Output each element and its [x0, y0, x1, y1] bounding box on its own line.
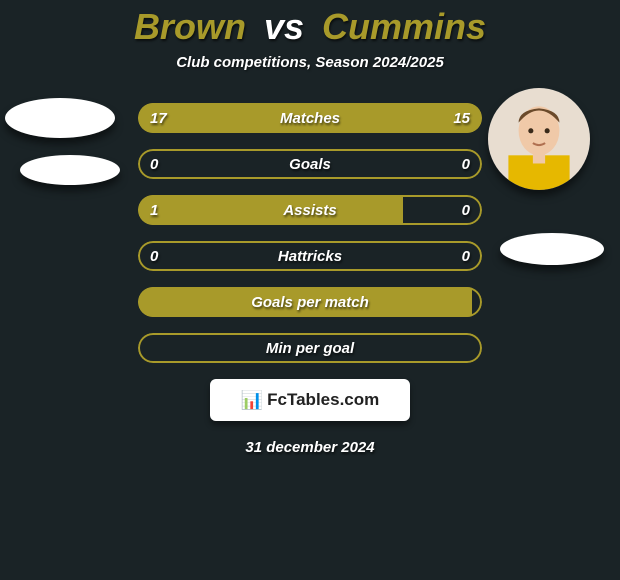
- vs-text: vs: [264, 6, 304, 47]
- player2-club-badge: [500, 233, 604, 265]
- stat-bar-assists: 10Assists: [138, 195, 482, 225]
- stat-bar-min-per-goal: Min per goal: [138, 333, 482, 363]
- player1-avatar: [5, 98, 115, 138]
- stat-bar-matches: 1715Matches: [138, 103, 482, 133]
- subtitle: Club competitions, Season 2024/2025: [0, 54, 620, 71]
- bar-label: Min per goal: [138, 333, 482, 363]
- comparison-title: Brown vs Cummins: [0, 0, 620, 48]
- stat-bars: 1715Matches 00Goals 10Assists 00Hattricks Go…: [138, 103, 482, 363]
- bar-label: Matches: [138, 103, 482, 133]
- stat-bar-goals-per-match: Goals per match: [138, 287, 482, 317]
- stat-bar-goals: 00Goals: [138, 149, 482, 179]
- stat-bar-hattricks: 00Hattricks: [138, 241, 482, 271]
- bar-label: Goals: [138, 149, 482, 179]
- player1-club-badge: [20, 155, 120, 185]
- chart-area: 1715Matches 00Goals 10Assists 00Hattricks Go…: [0, 103, 620, 456]
- bar-label: Hattricks: [138, 241, 482, 271]
- player1-name: Brown: [134, 6, 246, 47]
- player2-avatar: [488, 88, 590, 190]
- source-logo: 📊 FcTables.com: [210, 379, 410, 421]
- date: 31 december 2024: [0, 439, 620, 456]
- bar-label: Goals per match: [138, 287, 482, 317]
- chart-icon: 📊: [241, 390, 263, 411]
- bar-label: Assists: [138, 195, 482, 225]
- source-text: FcTables.com: [267, 390, 379, 410]
- player2-name: Cummins: [322, 6, 486, 47]
